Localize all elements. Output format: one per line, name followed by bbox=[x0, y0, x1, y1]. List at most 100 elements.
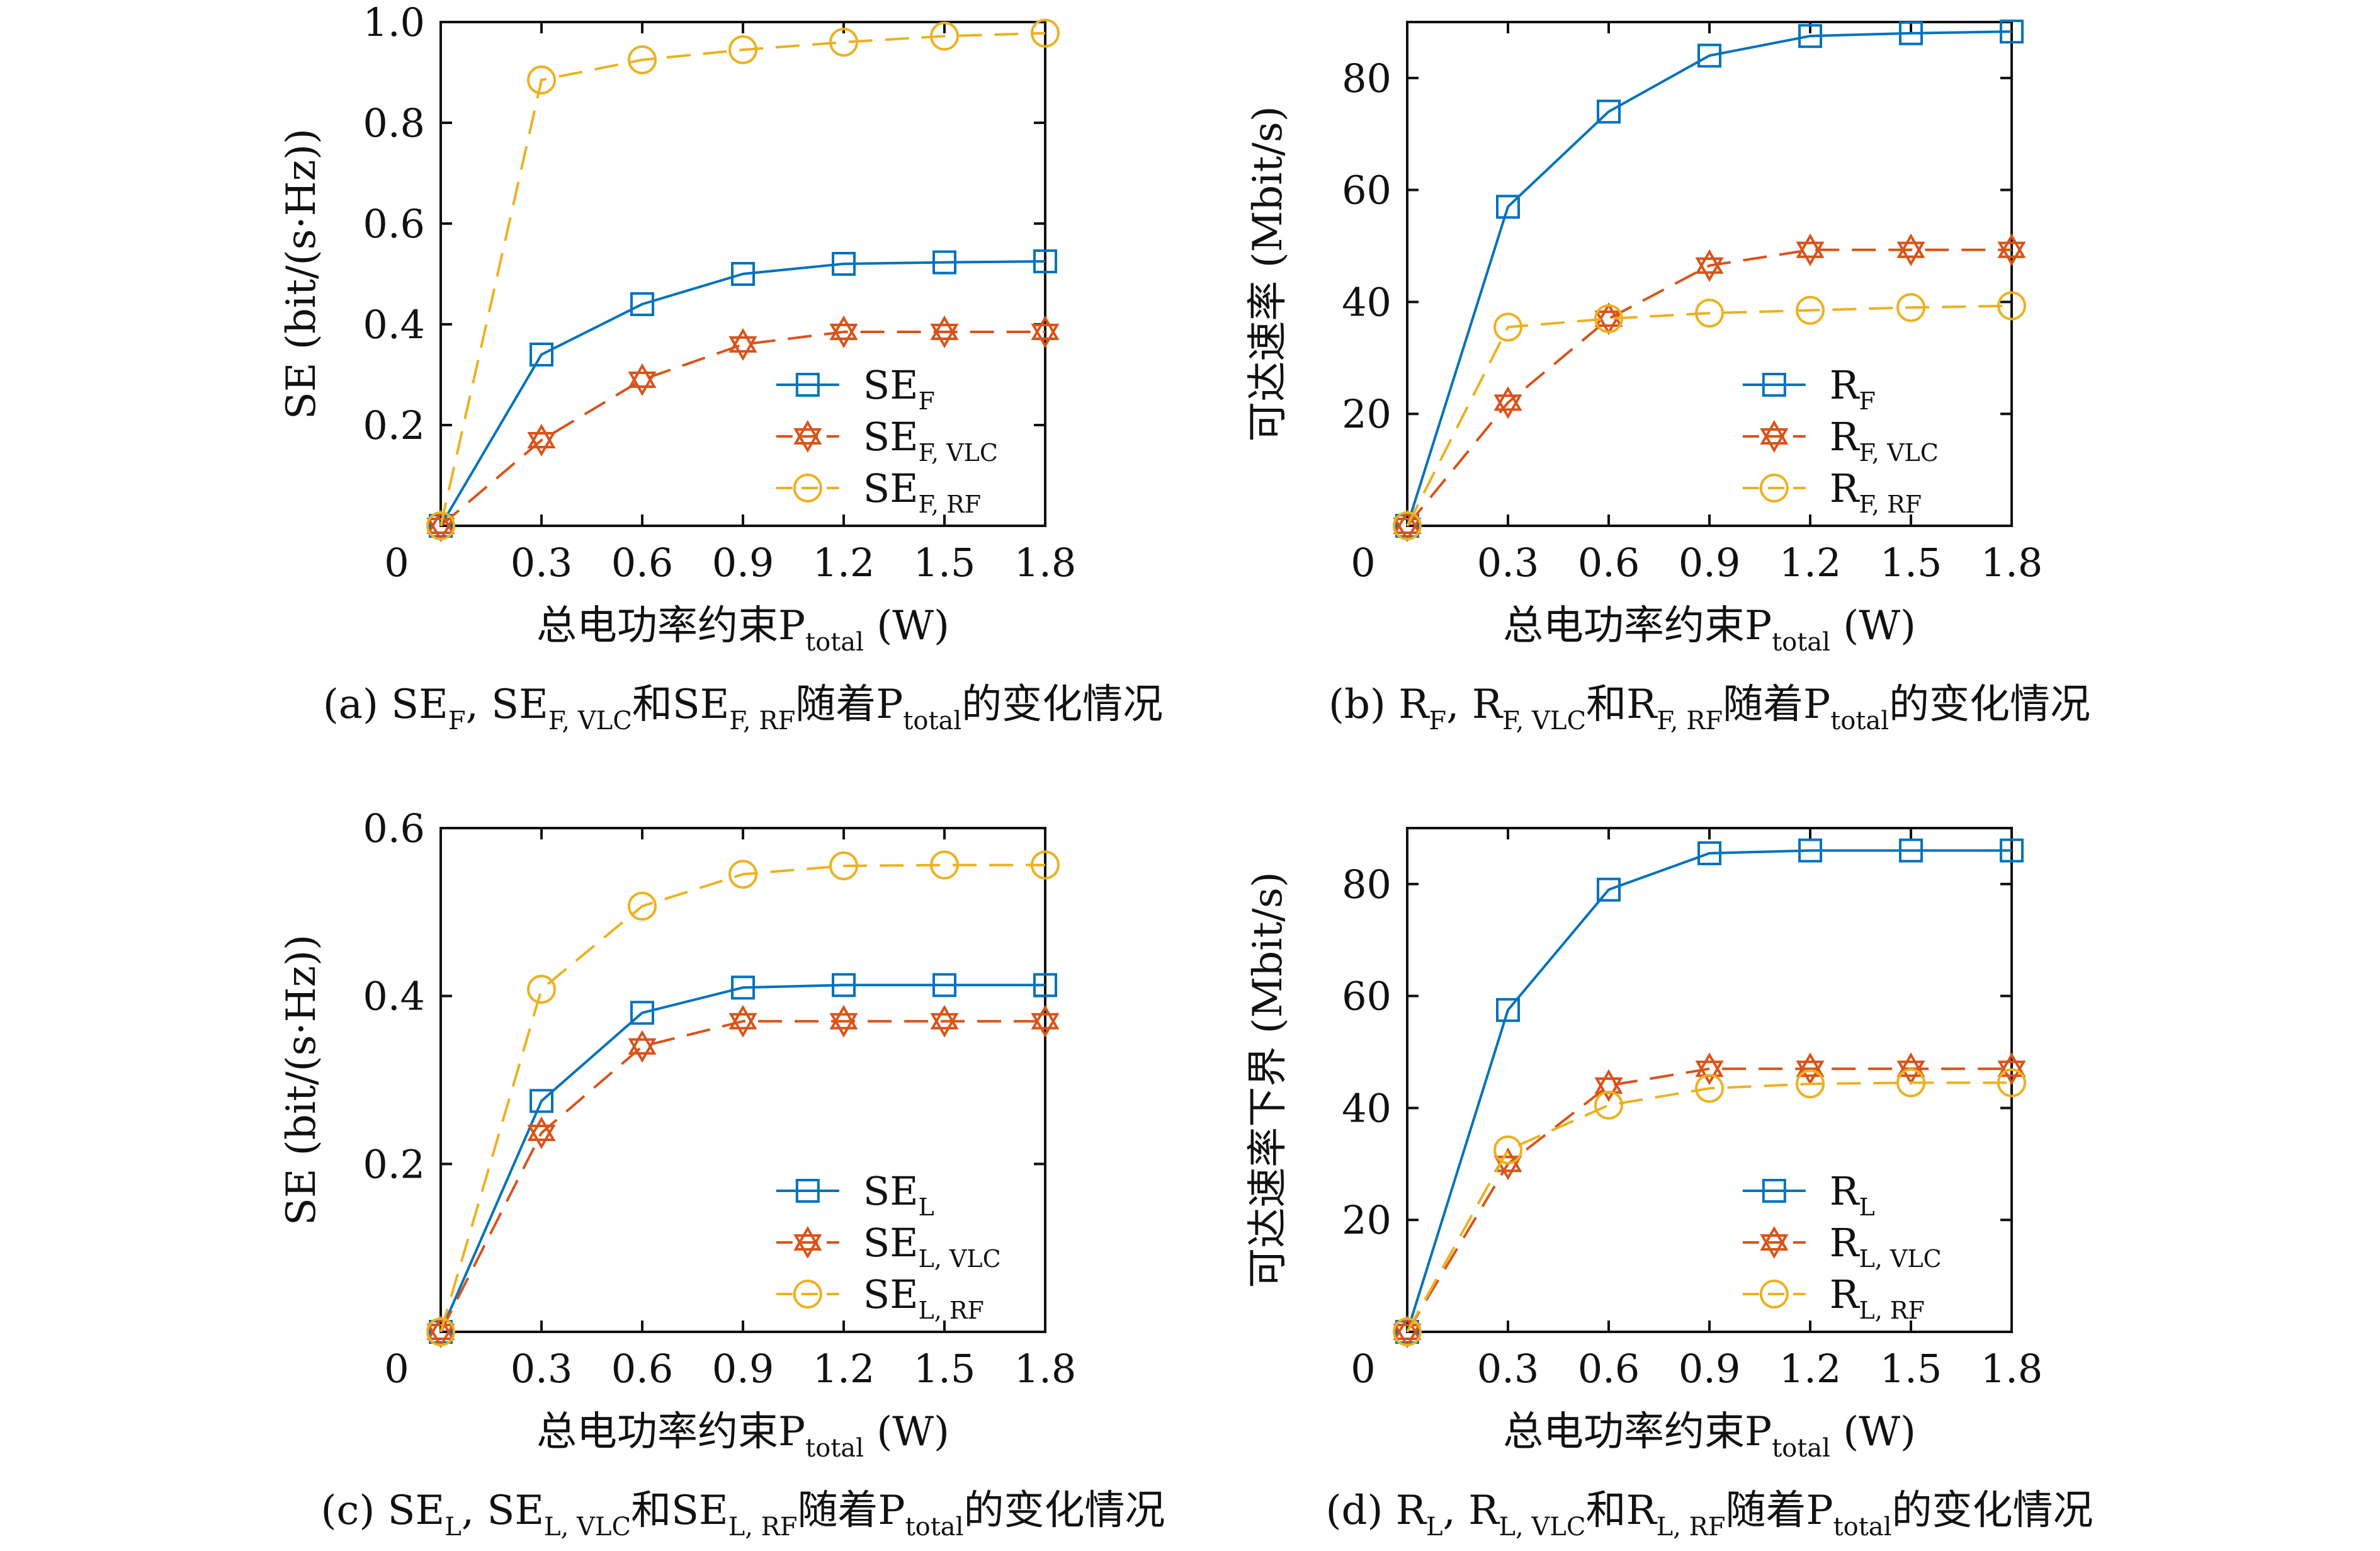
legend-label: SEF bbox=[863, 362, 935, 415]
data-point-square bbox=[530, 343, 553, 366]
data-point-square bbox=[1798, 838, 1822, 863]
panel-caption: (c) SEL, SEL, VLC和SEL, RF随着Ptotal的变化情况 bbox=[321, 1487, 1165, 1542]
data-point-circle bbox=[1493, 1135, 1522, 1165]
data-point-square bbox=[429, 514, 453, 538]
legend-marker-circle bbox=[1759, 1280, 1789, 1309]
y-tick-label: 1.0 bbox=[363, 0, 425, 45]
y-tick-label: 40 bbox=[1342, 1085, 1391, 1131]
legend-label: RF bbox=[1830, 362, 1876, 415]
data-point-circle bbox=[829, 851, 858, 880]
data-point-circle bbox=[930, 21, 959, 51]
x-tick-label: 0.9 bbox=[1679, 1346, 1741, 1392]
data-point-square bbox=[832, 252, 856, 276]
legend-label: SEL, RF bbox=[863, 1271, 984, 1324]
data-point-circle bbox=[426, 1317, 455, 1346]
data-point-star bbox=[1896, 233, 1925, 266]
y-tick-label: 0.4 bbox=[363, 302, 425, 348]
x-axis-label: 总电功率约束Ptotal (W) bbox=[536, 603, 949, 657]
y-tick-label: 0.2 bbox=[363, 1141, 425, 1187]
data-point-circle bbox=[1796, 1069, 1825, 1099]
x-tick-label: 0 bbox=[1351, 540, 1375, 586]
data-point-square bbox=[1597, 877, 1621, 902]
data-point-circle bbox=[1594, 304, 1623, 334]
data-point-square bbox=[1899, 838, 1923, 863]
x-tick-label: 1.5 bbox=[1880, 540, 1942, 586]
x-tick-label: 0 bbox=[1351, 1346, 1375, 1392]
x-tick-label: 0.6 bbox=[611, 540, 674, 586]
panel-caption: (d) RL, RL, VLC和RL, RF随着Ptotal的变化情况 bbox=[1326, 1487, 2094, 1542]
data-point-circle bbox=[1031, 850, 1060, 880]
data-point-circle bbox=[1393, 511, 1422, 540]
data-point-circle bbox=[1997, 291, 2026, 321]
data-point-star bbox=[527, 424, 556, 457]
x-tick-label: 1.8 bbox=[1981, 540, 2043, 586]
y-tick-label: 60 bbox=[1342, 974, 1391, 1020]
y-tick-label: 0.8 bbox=[363, 100, 425, 146]
y-axis-label: 可达速率 (Mbit/s) bbox=[1245, 106, 1291, 441]
x-tick-label: 0.6 bbox=[1578, 540, 1640, 586]
x-tick-label: 0.6 bbox=[1578, 1346, 1640, 1392]
x-tick-label: 0.9 bbox=[712, 540, 774, 586]
series-line-2 bbox=[439, 1020, 1045, 1332]
data-point-circle bbox=[1997, 1068, 2026, 1098]
data-point-circle bbox=[1031, 18, 1060, 48]
series-line-2 bbox=[1406, 1067, 2012, 1333]
y-tick-label: 0.6 bbox=[363, 805, 425, 851]
data-point-star bbox=[426, 1315, 455, 1348]
data-point-square bbox=[731, 262, 755, 286]
legend-label: RL, RF bbox=[1830, 1271, 1925, 1324]
series-line-3 bbox=[1406, 304, 2012, 526]
series-line-3 bbox=[439, 31, 1046, 526]
y-tick-label: 80 bbox=[1342, 55, 1391, 101]
series-line-2 bbox=[1406, 248, 2012, 527]
x-tick-label: 0.3 bbox=[1477, 540, 1539, 586]
data-point-circle bbox=[728, 35, 757, 64]
x-tick-label: 0 bbox=[384, 540, 409, 586]
series-line-2 bbox=[439, 331, 1045, 527]
y-tick-label: 20 bbox=[1342, 391, 1391, 437]
x-tick-label: 1.2 bbox=[1779, 1346, 1842, 1392]
legend-marker-circle bbox=[1759, 474, 1789, 503]
legend-marker-circle bbox=[793, 1280, 822, 1309]
data-point-star bbox=[1393, 1315, 1422, 1348]
data-point-star bbox=[930, 315, 959, 348]
y-tick-label: 0.2 bbox=[363, 402, 425, 448]
x-tick-label: 0.9 bbox=[1679, 540, 1741, 586]
data-point-star bbox=[1393, 509, 1422, 542]
legend-marker-circle bbox=[793, 474, 822, 503]
data-point-square bbox=[429, 1320, 453, 1344]
y-tick-label: 80 bbox=[1342, 861, 1391, 907]
legend-marker-star bbox=[1760, 1226, 1789, 1259]
x-tick-label: 1.8 bbox=[1981, 1346, 2043, 1392]
data-point-star bbox=[628, 1030, 657, 1063]
data-point-circle bbox=[1393, 1317, 1422, 1346]
legend-label: RF, VLC bbox=[1830, 414, 1939, 467]
panel-caption: (b) RF, RF, VLC和RF, RF随着Ptotal的变化情况 bbox=[1329, 681, 2090, 736]
legend-marker-square bbox=[795, 373, 820, 397]
panel-caption: (a) SEF, SEF, VLC和SEF, RF随着Ptotal的变化情况 bbox=[323, 681, 1163, 736]
data-point-square bbox=[1798, 24, 1822, 48]
series-line-3 bbox=[439, 863, 1045, 1332]
data-point-star bbox=[1031, 1004, 1060, 1038]
x-tick-label: 1.2 bbox=[1779, 540, 1842, 586]
data-point-square bbox=[1697, 43, 1721, 68]
data-point-circle bbox=[527, 975, 556, 1004]
data-point-square bbox=[832, 973, 856, 997]
data-point-square bbox=[2000, 20, 2024, 44]
legend-label: RF, RF bbox=[1830, 465, 1922, 518]
data-point-square bbox=[630, 292, 654, 316]
x-tick-label: 0 bbox=[384, 1346, 409, 1392]
data-point-square bbox=[1395, 1320, 1419, 1344]
data-point-circle bbox=[628, 45, 657, 74]
x-tick-label: 0.3 bbox=[511, 540, 573, 586]
data-point-circle bbox=[527, 65, 556, 94]
y-axis-label: 可达速率下界 (Mbit/s) bbox=[1245, 872, 1291, 1288]
data-point-circle bbox=[426, 511, 455, 540]
legend-marker-square bbox=[1762, 373, 1786, 397]
y-tick-label: 0.4 bbox=[363, 974, 425, 1020]
series-line-3 bbox=[1406, 1081, 2012, 1332]
x-tick-label: 1.2 bbox=[813, 1346, 875, 1392]
